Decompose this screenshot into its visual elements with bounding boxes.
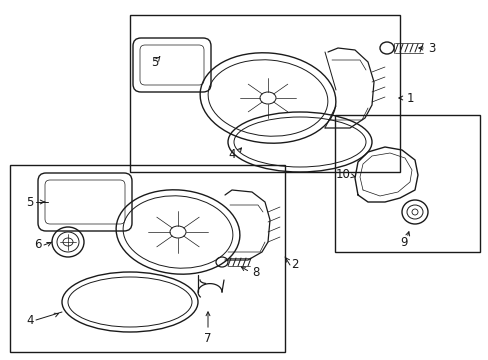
Text: 8: 8 — [252, 266, 259, 279]
Bar — [334, 115, 479, 252]
Text: 4: 4 — [228, 148, 235, 162]
Text: 1: 1 — [406, 91, 413, 104]
Text: 5: 5 — [26, 195, 34, 208]
Text: 4: 4 — [26, 314, 34, 327]
Bar — [130, 15, 399, 172]
Bar — [10, 165, 285, 352]
Text: 10: 10 — [335, 168, 350, 181]
Text: 5: 5 — [151, 55, 159, 68]
Text: 7: 7 — [204, 332, 211, 345]
Text: 9: 9 — [400, 235, 407, 248]
Text: 3: 3 — [427, 41, 435, 54]
Text: 2: 2 — [291, 258, 298, 271]
Text: 6: 6 — [34, 238, 41, 252]
